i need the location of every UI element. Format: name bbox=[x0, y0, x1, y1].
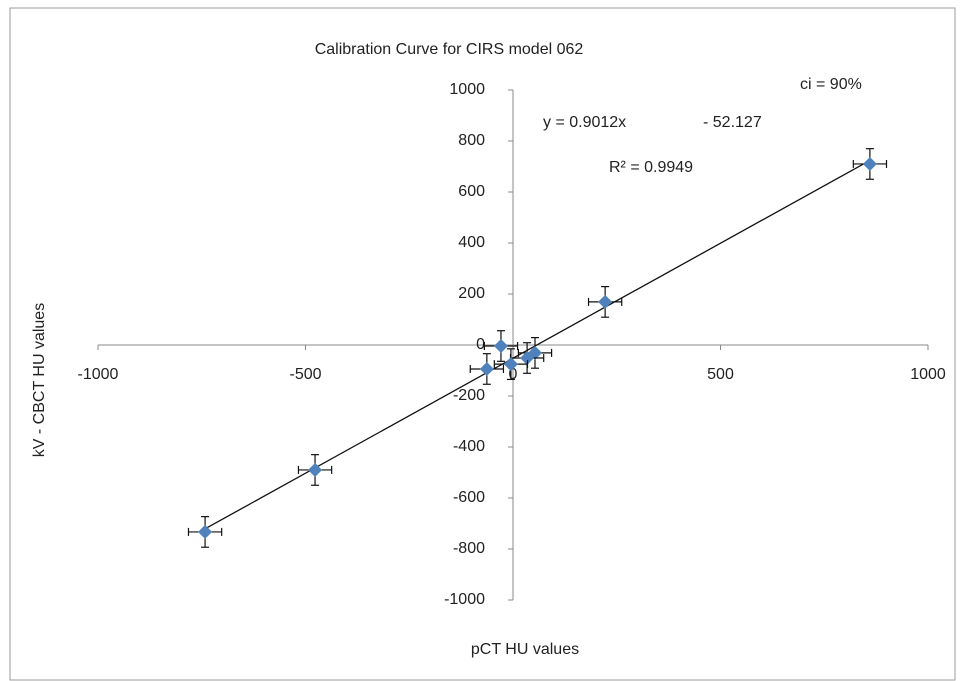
y-tick-label: 600 bbox=[458, 183, 485, 200]
error-bars bbox=[187, 516, 223, 548]
y-tick-label: 400 bbox=[458, 234, 485, 251]
y-tick-label: -1000 bbox=[444, 591, 485, 608]
y-tick-label: -400 bbox=[453, 438, 485, 455]
x-tick-label: -500 bbox=[289, 366, 321, 383]
point bbox=[520, 351, 535, 366]
y-tick-label: -200 bbox=[453, 387, 485, 404]
point bbox=[198, 524, 213, 539]
point bbox=[493, 339, 508, 354]
point bbox=[308, 462, 323, 477]
x-tick-label: -1000 bbox=[78, 366, 119, 383]
y-tick-label: -800 bbox=[453, 540, 485, 557]
y-tick-label: 800 bbox=[458, 132, 485, 149]
y-tick-label: 1000 bbox=[449, 81, 485, 98]
chart-frame bbox=[9, 7, 956, 681]
point bbox=[862, 156, 877, 171]
x-tick-label: 0 bbox=[509, 366, 518, 383]
x-axis-label: pCT HU values bbox=[471, 641, 579, 658]
y-tick-label: 0 bbox=[476, 336, 485, 353]
annotation: y = 0.9012x bbox=[543, 114, 626, 131]
chart-title: Calibration Curve for CIRS model 062 bbox=[315, 41, 584, 58]
annotation: - 52.127 bbox=[703, 114, 762, 131]
x-tick-label: 500 bbox=[707, 366, 734, 383]
y-axis-label: kV - CBCT HU values bbox=[31, 303, 48, 457]
y-tick-label: 200 bbox=[458, 285, 485, 302]
x-tick-label: 1000 bbox=[910, 366, 946, 383]
annotation: R² = 0.9949 bbox=[609, 159, 693, 176]
annotation: ci = 90% bbox=[800, 76, 862, 93]
y-tick-label: -600 bbox=[453, 489, 485, 506]
point bbox=[598, 294, 613, 309]
point bbox=[503, 357, 518, 372]
point bbox=[479, 361, 494, 376]
